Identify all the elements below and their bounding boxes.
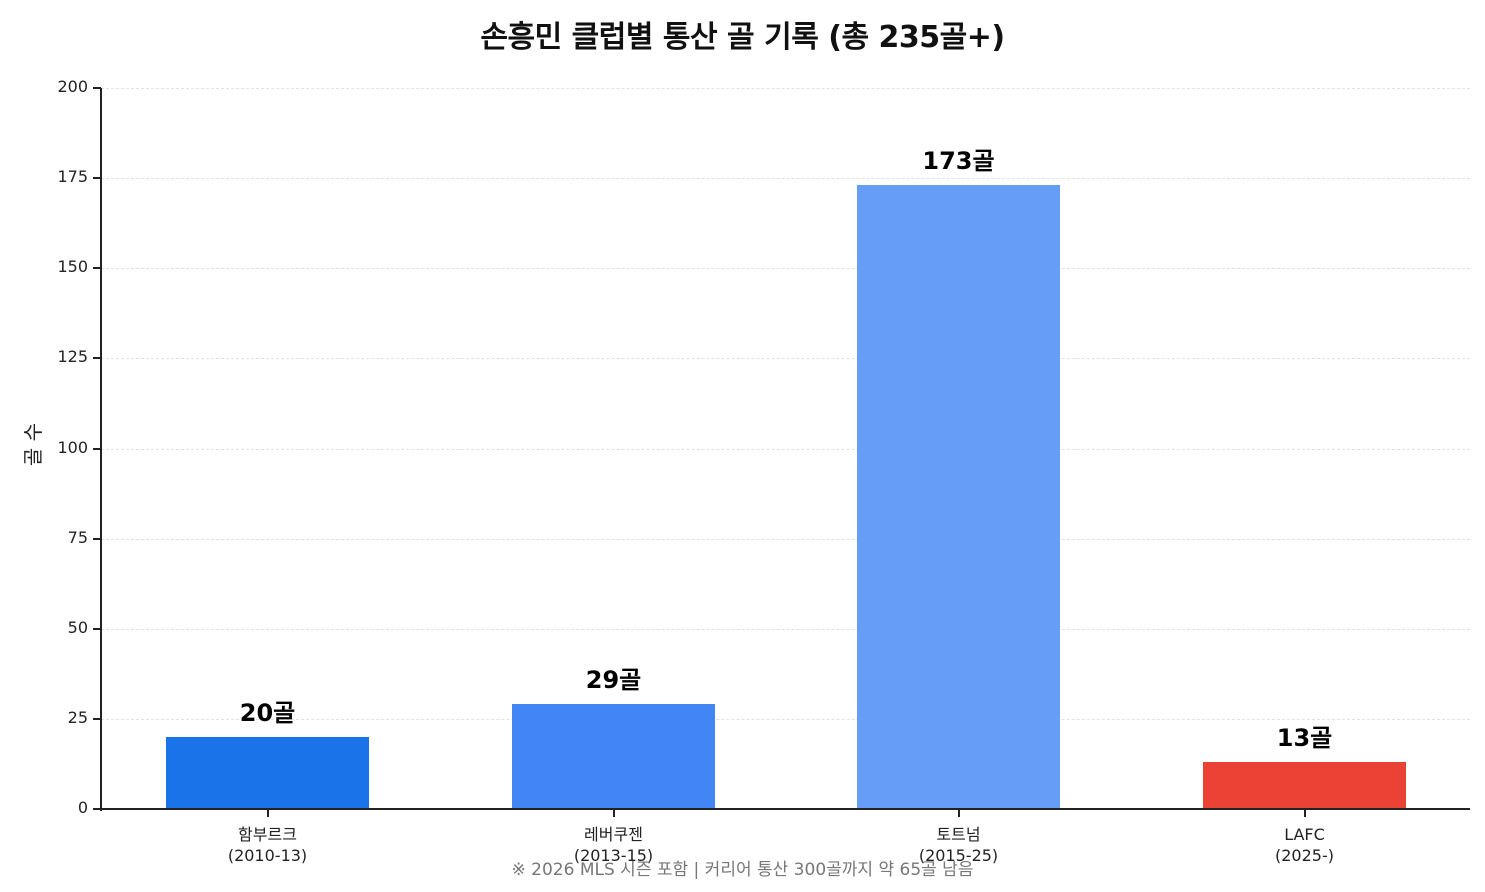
gridline bbox=[101, 358, 1470, 360]
x-axis-line bbox=[100, 808, 1470, 810]
gridline bbox=[101, 448, 1470, 450]
y-tick-label: 150 bbox=[57, 257, 88, 277]
club-name: 토트넘 bbox=[936, 825, 981, 844]
y-tick-mark bbox=[93, 537, 101, 540]
y-tick-mark bbox=[93, 177, 101, 180]
y-tick-label: 25 bbox=[67, 707, 88, 727]
bar-2 bbox=[857, 185, 1060, 808]
gridline bbox=[101, 88, 1470, 89]
y-tick-label: 0 bbox=[77, 798, 88, 817]
footnote: ※ 2026 MLS 시즌 포함 | 커리어 통산 300골까지 약 65골 남… bbox=[511, 860, 974, 880]
bar-value-label: 20골 bbox=[239, 698, 296, 727]
club-period: (2025-) bbox=[1275, 846, 1334, 865]
plot-area bbox=[101, 88, 1470, 809]
bar-1 bbox=[512, 704, 715, 808]
y-tick-mark bbox=[93, 447, 101, 450]
club-name: 레버쿠젠 bbox=[584, 825, 643, 844]
x-tick-label: 레버쿠젠 (2013-15) bbox=[514, 824, 714, 866]
club-period: (2013-15) bbox=[573, 846, 654, 865]
bar-value-label: 173골 bbox=[922, 147, 995, 176]
bar-value-label: 29골 bbox=[585, 666, 642, 695]
club-name: 함부르크 bbox=[238, 825, 297, 844]
gridline bbox=[101, 718, 1470, 720]
y-tick-label: 50 bbox=[67, 617, 88, 637]
y-tick-mark bbox=[93, 808, 101, 810]
gridline bbox=[101, 178, 1470, 180]
gridline bbox=[101, 268, 1470, 270]
x-tick-label: 토트넘 (2015-25) bbox=[859, 824, 1059, 866]
y-tick-mark bbox=[93, 717, 101, 720]
bar-0 bbox=[166, 736, 369, 808]
y-tick-label: 75 bbox=[67, 527, 88, 547]
x-tick-mark bbox=[266, 810, 269, 817]
x-tick-mark bbox=[1303, 810, 1306, 817]
x-tick-label: LAFC (2025-) bbox=[1205, 824, 1405, 866]
x-tick-mark bbox=[957, 810, 960, 817]
y-tick-label: 175 bbox=[57, 167, 88, 187]
y-axis-line bbox=[100, 88, 102, 811]
y-tick-label: 100 bbox=[57, 437, 88, 457]
y-tick-mark bbox=[93, 87, 101, 89]
gridline bbox=[101, 628, 1470, 630]
bar-value-label: 13골 bbox=[1276, 724, 1333, 753]
y-tick-mark bbox=[93, 357, 101, 360]
y-tick-label: 200 bbox=[57, 77, 88, 96]
y-tick-mark bbox=[93, 627, 101, 630]
y-tick-mark bbox=[93, 267, 101, 270]
bar-3 bbox=[1203, 762, 1406, 808]
club-period: (2015-25) bbox=[918, 846, 999, 865]
y-tick-label: 125 bbox=[57, 347, 88, 367]
club-name: LAFC bbox=[1284, 825, 1325, 844]
chart-title: 손흥민 클럽별 통산 골 기록 (총 235골+) bbox=[480, 20, 1005, 55]
x-tick-mark bbox=[612, 810, 615, 817]
x-tick-label: 함부르크 (2010-13) bbox=[168, 824, 368, 866]
gridline bbox=[101, 538, 1470, 540]
club-period: (2010-13) bbox=[227, 846, 308, 865]
